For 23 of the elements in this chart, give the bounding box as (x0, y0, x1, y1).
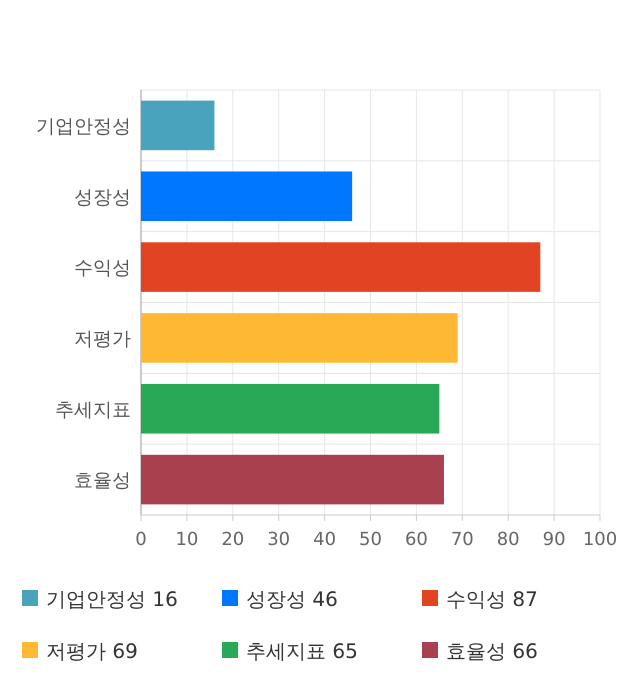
x-tick-label: 60 (404, 529, 428, 550)
y-tick-label: 성장성 (74, 186, 131, 208)
y-tick-label: 저평가 (74, 328, 131, 350)
legend-label: 기업안정성 16 (46, 587, 178, 611)
legend-label: 수익성 87 (446, 587, 538, 611)
x-tick-label: 70 (450, 529, 474, 550)
x-tick-label: 100 (582, 529, 618, 550)
x-tick-label: 90 (542, 529, 566, 550)
y-tick-label: 수익성 (74, 257, 131, 280)
x-tick-label: 50 (359, 529, 382, 550)
legend-label: 추세지표 65 (246, 639, 358, 663)
x-tick-label: 10 (175, 529, 198, 550)
legend-label: 효율성 66 (446, 639, 538, 663)
y-tick-label: 효율성 (74, 470, 131, 492)
legend-label: 성장성 46 (246, 587, 338, 611)
y-tick-label: 추세지표 (55, 398, 131, 421)
x-tick-label: 80 (496, 529, 520, 550)
legend-label: 저평가 69 (46, 639, 138, 663)
x-tick-label: 20 (221, 529, 244, 550)
x-tick-label: 40 (313, 529, 336, 550)
x-tick-label: 0 (135, 529, 147, 550)
x-tick-label: 30 (267, 529, 290, 550)
y-tick-label: 기업안정성 (36, 115, 131, 138)
